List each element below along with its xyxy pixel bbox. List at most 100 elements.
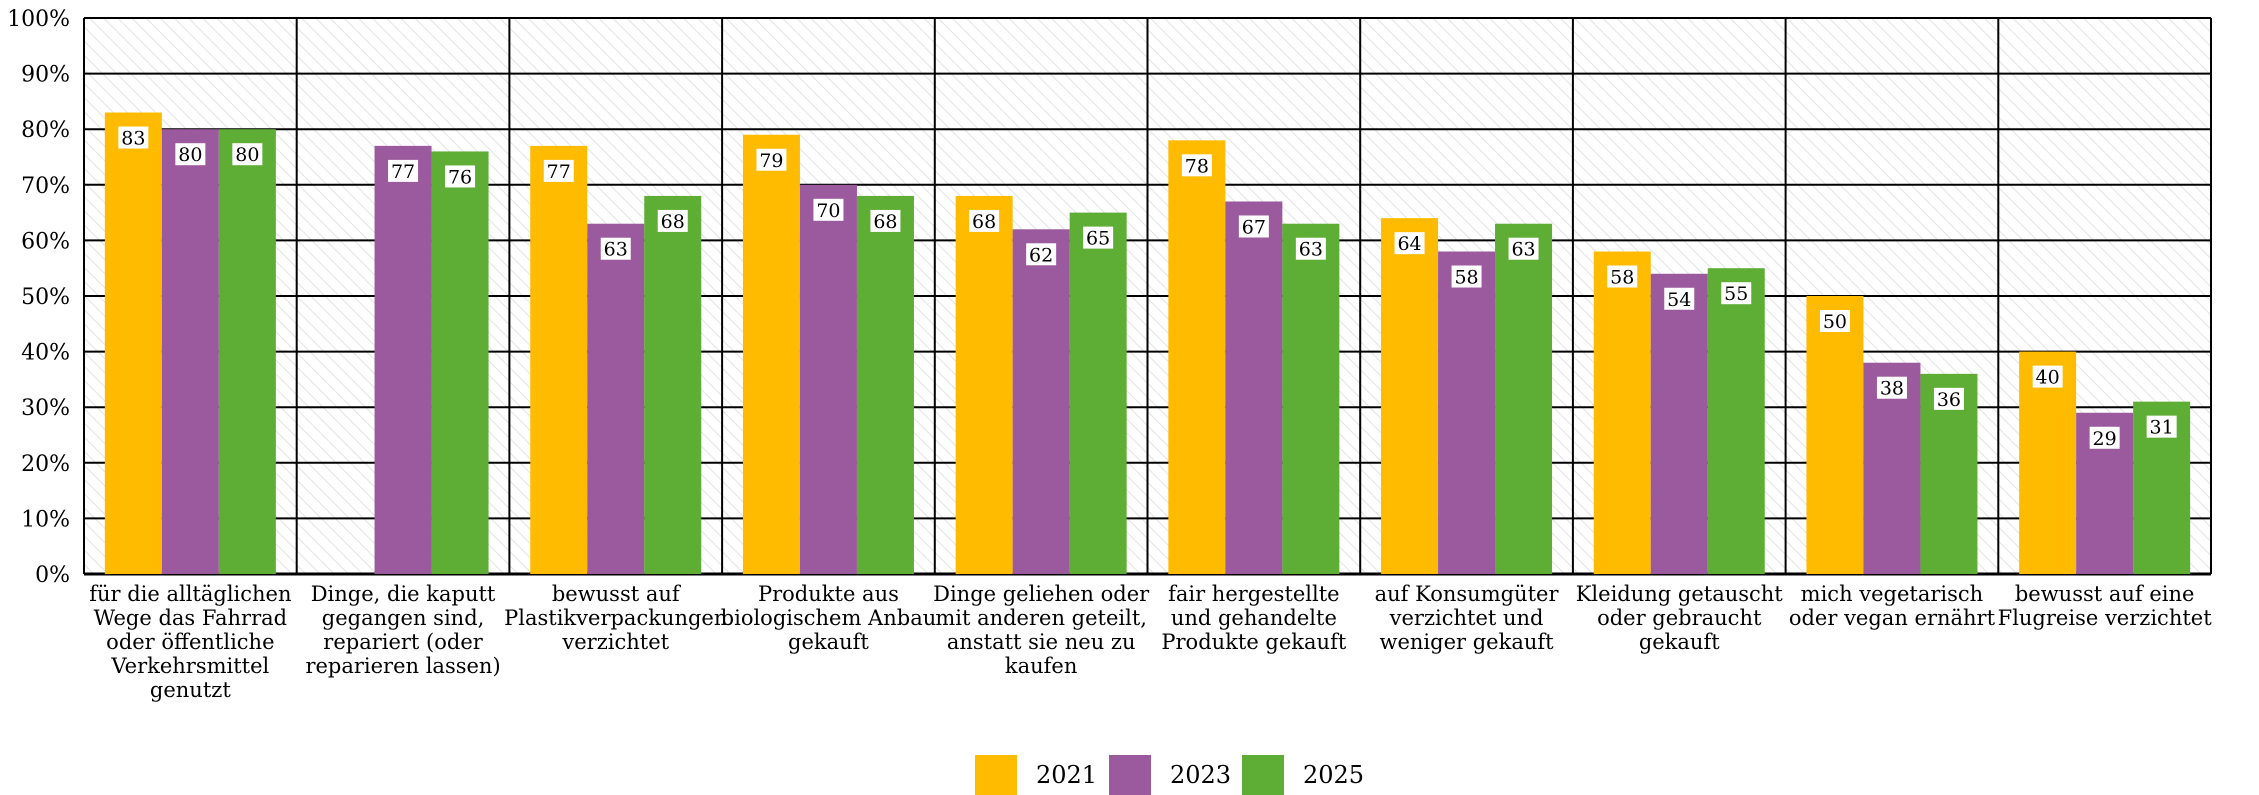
y-tick-label: 10% <box>21 507 70 532</box>
bar-2021 <box>955 195 1013 575</box>
bar-2021 <box>1806 296 1864 574</box>
data-label: 65 <box>1086 228 1110 250</box>
data-label: 76 <box>448 166 472 188</box>
category-label: kaufen <box>1005 654 1078 678</box>
data-label-box <box>1295 237 1326 260</box>
category-label: fair hergestellte <box>1168 582 1340 606</box>
bar-2021 <box>530 145 588 574</box>
category-label: Dinge, die kaputt <box>311 582 496 606</box>
bar-2023 <box>799 184 857 575</box>
data-label-box <box>1819 310 1850 332</box>
category-label: gegangen sind, <box>322 606 485 630</box>
category-label: oder gebraucht <box>1597 606 1762 630</box>
data-label-box <box>1083 226 1114 249</box>
data-label: 77 <box>547 161 571 183</box>
bar-2023 <box>1225 201 1283 575</box>
data-label-box <box>756 148 787 171</box>
data-label: 62 <box>1029 244 1053 266</box>
data-label-box <box>1721 282 1752 305</box>
data-label: 78 <box>1185 155 1209 177</box>
data-label-box <box>1394 232 1425 255</box>
y-tick-label: 20% <box>21 452 70 477</box>
data-label: 77 <box>391 161 415 183</box>
category-label: Produkte gekauft <box>1161 630 1346 654</box>
y-tick-label: 100% <box>7 7 70 32</box>
category-label: gekauft <box>788 630 869 654</box>
bar-2025 <box>1495 223 1553 574</box>
category-label: für die alltäglichen <box>89 582 291 606</box>
category-label: mit anderen geteilt, <box>935 606 1147 630</box>
category-label: Dinge geliehen oder <box>933 582 1150 606</box>
bar-2021 <box>104 112 162 575</box>
data-label-box <box>1026 243 1057 266</box>
data-label: 54 <box>1667 289 1691 311</box>
data-label: 63 <box>1299 239 1323 261</box>
category-label: mich vegetarisch <box>1801 582 1984 606</box>
bar-2023 <box>1650 273 1708 574</box>
legend-swatch-2025 <box>1242 755 1284 795</box>
bar-2025 <box>431 151 489 574</box>
y-tick-label: 40% <box>21 341 70 366</box>
category-label: anstatt sie neu zu <box>947 630 1136 654</box>
data-label: 40 <box>2036 367 2060 389</box>
data-label: 80 <box>235 144 259 166</box>
category-label: Plastikverpackungen <box>504 606 727 630</box>
data-label: 38 <box>1880 378 1904 400</box>
data-label-box <box>1933 387 1964 410</box>
data-label: 63 <box>1511 239 1535 261</box>
data-label: 67 <box>1242 216 1266 238</box>
legend-label: 2021 <box>1036 761 1097 789</box>
y-tick-label: 90% <box>21 63 70 88</box>
y-tick-label: 60% <box>21 229 70 254</box>
data-label: 80 <box>178 144 202 166</box>
bar-2025 <box>218 129 276 574</box>
category-label: auf Konsumgüter <box>1375 582 1560 606</box>
category-label: repariert (oder <box>323 630 483 654</box>
data-label-box <box>870 209 901 232</box>
legend-swatch-2023 <box>1109 755 1151 795</box>
data-labels-group: 83 80 80 77 76 77 63 68 79 70 68 68 62 65 78 67 63 64 58 63… <box>118 126 2177 450</box>
data-label: 64 <box>1397 233 1421 255</box>
data-label-box <box>388 159 419 182</box>
bar-2021 <box>1593 251 1651 574</box>
bar-2025 <box>1282 223 1340 574</box>
data-label: 29 <box>2093 428 2117 450</box>
category-label: bewusst auf eine <box>2015 582 2195 606</box>
data-label-box <box>445 165 476 188</box>
data-label-box <box>2032 365 2063 388</box>
category-label: und gehandelte <box>1171 606 1337 630</box>
bar-2021 <box>1381 218 1439 574</box>
data-label-box <box>657 209 688 232</box>
bar-2023 <box>1438 251 1496 574</box>
data-label-box <box>600 237 631 260</box>
data-label: 63 <box>604 239 628 261</box>
data-label-box <box>232 143 263 166</box>
data-label: 83 <box>121 128 145 150</box>
bar-2025 <box>856 195 914 575</box>
y-tick-label: 30% <box>21 396 70 421</box>
category-label: biologischem Anbau <box>721 606 937 630</box>
category-label: Kleidung getauscht <box>1576 582 1784 606</box>
category-label: Verkehrsmittel <box>110 654 269 678</box>
bar-2023 <box>1012 229 1070 574</box>
y-tick-label: 70% <box>21 174 70 199</box>
data-label-box <box>1607 265 1638 288</box>
y-tick-label: 50% <box>21 285 70 310</box>
y-tick-label: 80% <box>21 118 70 143</box>
bar-2021 <box>742 134 800 574</box>
data-label: 68 <box>661 211 685 233</box>
data-label-box <box>1238 215 1269 238</box>
category-label: verzichtet <box>561 630 669 654</box>
legend-label: 2023 <box>1170 761 1231 789</box>
category-label: bewusst auf <box>552 582 682 606</box>
data-label-box <box>1876 376 1907 399</box>
data-label-box <box>2146 415 2177 438</box>
bar-2025 <box>644 195 702 575</box>
data-label-box <box>118 126 149 149</box>
data-label-box <box>175 143 206 166</box>
bar-2025 <box>1707 268 1765 574</box>
data-label: 68 <box>873 211 897 233</box>
category-label: gekauft <box>1639 630 1720 654</box>
